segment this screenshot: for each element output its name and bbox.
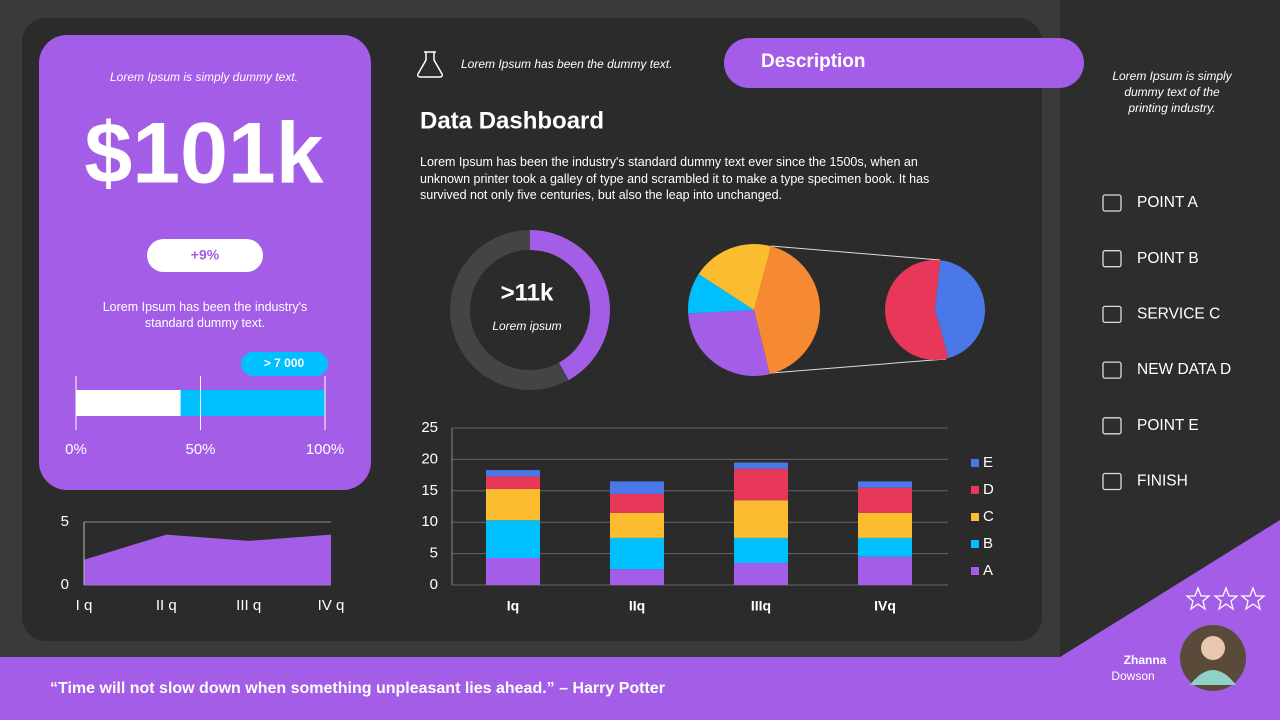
bar-segment [486,488,540,521]
bar-segment [858,556,912,585]
bar-segment [858,487,912,513]
x-tick-label: 0% [65,441,87,458]
x-tick-label: 50% [185,441,215,458]
item-icon [1102,250,1122,268]
donut-label: Lorem ipsum [492,319,561,333]
pie-slice [935,260,985,359]
legend-swatch [971,540,979,548]
x-tick-label: 100% [306,441,344,458]
sidebar-item[interactable]: POINT A [1137,194,1199,211]
y-tick-label: 15 [421,482,438,499]
x-tick-label: IIq [629,598,645,614]
sidebar-item[interactable]: POINT E [1137,417,1199,434]
item-icon [1102,361,1122,379]
count-label: > 7 000 [264,356,305,370]
item-icon [1102,417,1122,435]
bar-segment [858,537,912,557]
sidebar-item[interactable]: FINISH [1137,473,1188,490]
kpi-caption: Lorem Ipsum is simply dummy text. [110,70,298,84]
sidebar-item[interactable]: POINT B [1137,250,1199,267]
x-tick-label: IVq [874,598,896,614]
legend-swatch [971,459,979,467]
pie-slice [688,274,754,314]
pie-connectors [770,245,947,374]
flask-icon [416,51,444,78]
bar-segment [858,481,912,488]
pie-slice [754,246,821,375]
y-tick-label: 5 [61,513,69,530]
footer-bar [0,657,1060,720]
donut-value: >11k [501,279,554,306]
legend-swatch [971,567,979,575]
x-tick-label: III q [236,597,261,614]
bar-segment [610,569,664,585]
bar-segment [486,520,540,558]
sidebar-caption: Lorem Ipsum is simply dummy text of the … [1112,69,1232,115]
x-tick-label: I q [76,597,93,614]
bar-segment [486,557,540,585]
header-caption: Lorem Ipsum has been the dummy text. [461,57,672,71]
bar-segment [610,481,664,494]
pie-slice [885,260,949,360]
legend-label: E [983,454,993,471]
x-tick-label: IV q [318,597,345,614]
bar-segment [734,468,788,501]
avatar [1180,625,1246,691]
kpi-amount: $101k [84,106,323,202]
bar-segment [734,462,788,469]
count-badge [241,352,328,376]
bar-segment [734,500,788,538]
y-tick-label: 0 [61,576,69,593]
legend-label: B [983,535,993,552]
y-tick-label: 5 [430,545,438,562]
bar-segment [734,537,788,564]
change-badge [147,239,263,272]
item-icon [1102,472,1122,491]
donut-arc [450,230,569,390]
x-tick-label: II q [156,597,177,614]
bar-segment [610,493,664,513]
bar-segment [610,537,664,570]
y-tick-label: 10 [421,513,438,530]
progress-fill [76,390,181,416]
item-icon [1102,305,1122,324]
legend-label: D [983,481,994,498]
sidebar-item[interactable]: NEW DATA D [1137,361,1231,378]
y-tick-label: 20 [421,450,438,467]
legend-label: C [983,508,994,525]
x-tick-label: IIIq [751,598,771,614]
bar-segment [610,512,664,538]
pie-slice [698,244,772,310]
dashboard-title: Data Dashboard [420,107,604,134]
header-paragraph: Lorem Ipsum has been the industry's stan… [420,155,930,202]
y-tick-label: 0 [430,576,438,593]
y-tick-label: 25 [421,419,438,436]
rating-stars [1185,586,1266,611]
bar-segment [486,476,540,489]
sidebar-item[interactable]: SERVICE C [1137,305,1220,322]
legend-label: A [983,562,993,579]
item-icon [1102,194,1122,212]
legend-swatch [971,513,979,521]
kpi-change: +9% [191,247,220,263]
tab-bg [724,38,1084,88]
pie-slice [688,310,770,376]
kpi-note: Lorem Ipsum has been the industry's stan… [102,300,308,330]
tab-label[interactable]: Description [761,51,866,72]
x-tick-label: Iq [507,598,519,614]
bar-segment [858,512,912,538]
profile-surname: Dowson [1111,669,1154,683]
footer-quote: “Time will not slow down when something … [50,680,665,697]
profile-name: Zhanna [1124,653,1167,667]
donut-arc [529,230,610,381]
bar-segment [486,470,540,477]
area [84,534,331,585]
legend-swatch [971,486,979,494]
bar-segment [734,563,788,585]
